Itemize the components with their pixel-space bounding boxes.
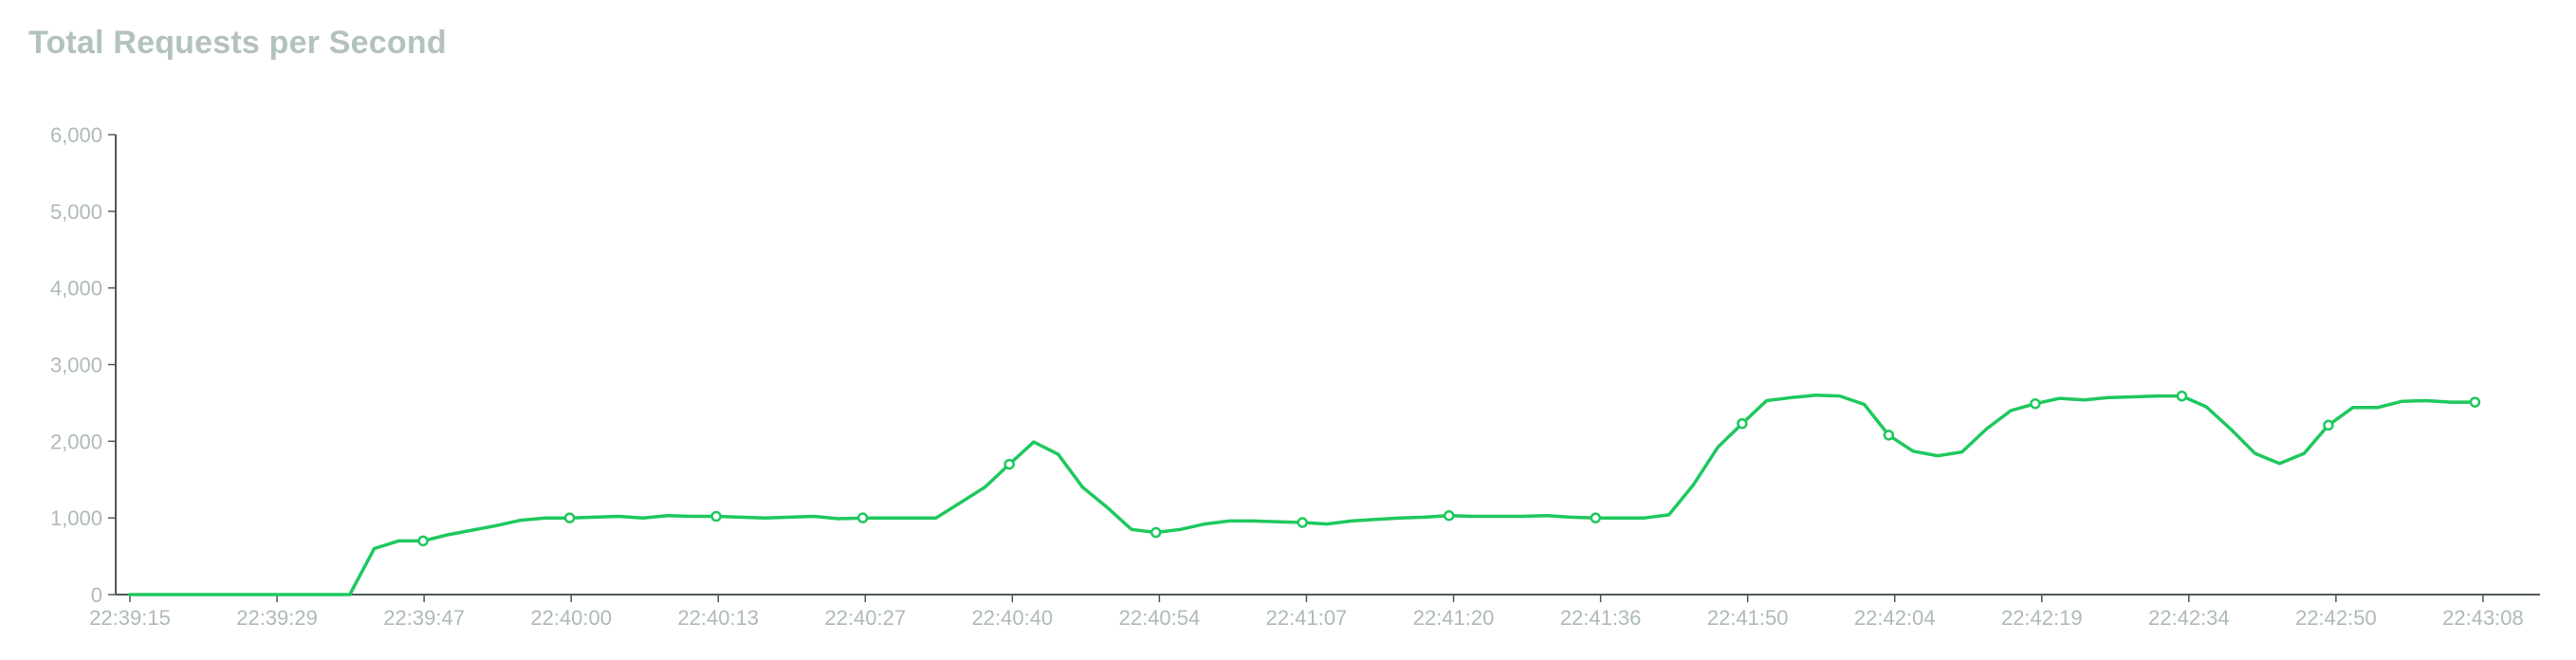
y-tick-label: 1,000 (50, 506, 102, 530)
x-tick-label: 22:39:47 (383, 606, 465, 630)
data-point-marker (2323, 419, 2334, 431)
x-tick-label: 22:40:54 (1119, 606, 1201, 630)
x-tick-label: 22:42:19 (2001, 606, 2083, 630)
data-point-marker (417, 535, 429, 547)
data-point-marker (2030, 397, 2041, 410)
data-point-marker (1737, 417, 1748, 430)
x-axis: 22:39:15 22:39:29 22:39:47 22:40:00 22:40:13… (89, 594, 2540, 630)
y-tick-label: 6,000 (50, 123, 102, 147)
x-tick-label: 22:42:04 (1854, 606, 1936, 630)
x-tick-label: 22:41:50 (1707, 606, 1789, 630)
x-tick-label: 22:39:29 (236, 606, 318, 630)
x-tick-label: 22:40:27 (824, 606, 906, 630)
data-point-marker (1590, 512, 1602, 523)
data-point-marker (1444, 509, 1455, 522)
data-point-marker (2469, 396, 2481, 408)
data-point-marker (1883, 430, 1895, 441)
y-tick-label: 0 (91, 583, 102, 607)
x-tick-label: 22:41:20 (1413, 606, 1495, 630)
series-line (128, 394, 2477, 596)
x-tick-label: 22:42:50 (2295, 606, 2377, 630)
x-tick-label: 22:40:13 (677, 606, 759, 630)
y-axis: 0 1,000 2,000 3,000 4,000 5,000 6,000 (50, 123, 117, 607)
x-tick-label: 22:41:36 (1560, 606, 1642, 630)
x-tick-label: 22:40:40 (972, 606, 1054, 630)
y-tick-label: 2,000 (50, 430, 102, 453)
x-tick-label: 22:42:34 (2148, 606, 2230, 630)
x-tick-label: 22:41:07 (1266, 606, 1348, 630)
chart-title: Total Requests per Second (28, 25, 447, 61)
y-tick-label: 5,000 (50, 200, 102, 224)
data-point-marker (856, 512, 869, 523)
data-point-marker (1003, 458, 1015, 470)
series-layer (128, 390, 2481, 596)
x-tick-label: 22:43:08 (2442, 606, 2524, 630)
x-tick-label: 22:40:00 (530, 606, 612, 630)
data-point-marker (1297, 517, 1308, 528)
y-tick-label: 3,000 (50, 354, 102, 377)
y-tick-label: 4,000 (50, 277, 102, 301)
data-point-marker (2176, 390, 2188, 402)
data-point-marker (1150, 526, 1162, 539)
x-tick-label: 22:39:15 (89, 606, 171, 630)
data-point-marker (710, 510, 722, 522)
data-point-marker (563, 512, 576, 523)
